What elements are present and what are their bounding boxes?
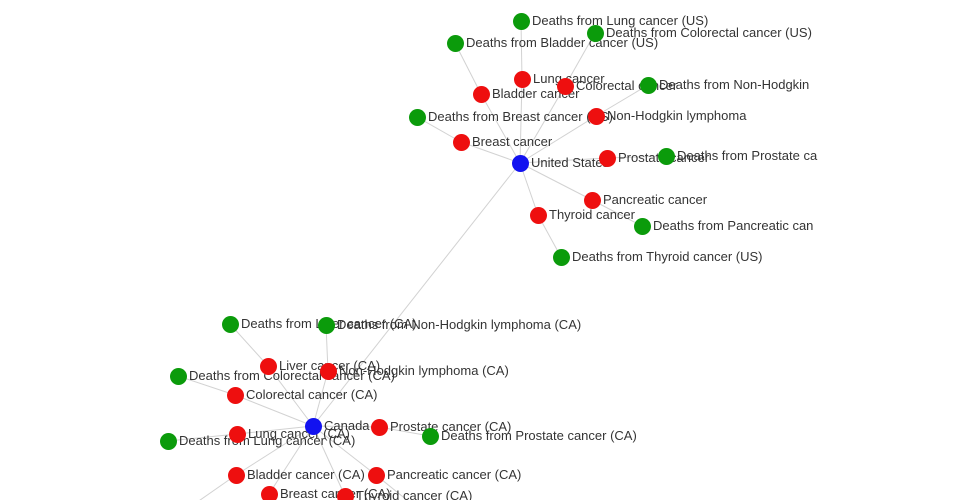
node-thyroid_ca[interactable] <box>336 487 354 500</box>
edge-us-thyroid_us <box>519 162 539 216</box>
node-pancreatic_ca[interactable] <box>367 466 385 484</box>
edge-bladder_us-d_bladder_us <box>454 42 482 95</box>
node-colorectal_us[interactable] <box>556 77 574 95</box>
node-liver_ca[interactable] <box>259 357 277 375</box>
node-bladder_ca[interactable] <box>227 466 245 484</box>
edge-liver_ca-d_liver_ca <box>229 323 269 367</box>
node-label-d_prostate_us: Deaths from Prostate ca <box>677 148 818 163</box>
node-label-breast_us: Breast cancer <box>472 134 553 149</box>
edge-us-prostate_us <box>519 157 608 164</box>
edge-us-ca <box>312 162 521 427</box>
node-d_liver_ca[interactable] <box>221 315 239 333</box>
edge-nh_us-d_nh_us <box>595 84 649 117</box>
node-lung_ca[interactable] <box>228 425 246 443</box>
node-nh_us[interactable] <box>587 107 605 125</box>
node-label-pancreatic_us: Pancreatic cancer <box>603 192 708 207</box>
node-label-lung_ca: Lung cancer (CA) <box>248 426 350 441</box>
node-label-d_breast_us: Deaths from Breast cancer (US) <box>428 109 613 124</box>
node-colorectal_ca[interactable] <box>226 386 244 404</box>
node-d_bladder_us[interactable] <box>446 34 464 52</box>
node-d_pancreatic_us[interactable] <box>633 217 651 235</box>
edge-lung_ca-d_lung_ca <box>167 433 238 442</box>
node-label-d_colorectal_ca: Deaths from Colorectal cancer (CA) <box>189 368 395 383</box>
edge-us-colorectal_us <box>519 85 566 164</box>
node-label-nh_ca: Non-Hodgkin lymphoma (CA) <box>339 363 509 378</box>
edge-pancreatic_us-d_pancreatic_us <box>591 199 643 227</box>
node-d_prostate_ca[interactable] <box>421 427 439 445</box>
node-d_colorectal_us[interactable] <box>586 24 604 42</box>
edge-ca-liver_ca <box>267 365 314 427</box>
edge-colorectal_us-d_colorectal_us <box>564 32 596 87</box>
edge-us-lung_us <box>519 78 523 164</box>
edge-pancreatic_ca-s_pancreatic_ca <box>375 474 408 500</box>
node-label-breast_ca: Breast cancer (CA) <box>280 486 391 500</box>
node-d_nh_ca[interactable] <box>317 316 335 334</box>
node-ca[interactable] <box>304 417 322 435</box>
edge-us-pancreatic_us <box>519 162 593 201</box>
node-label-d_lung_us: Deaths from Lung cancer (US) <box>532 13 709 28</box>
edge-ca-prostate_ca <box>312 425 380 428</box>
node-label-nh_us: Non-Hodgkin lymphoma <box>607 108 747 123</box>
node-prostate_ca[interactable] <box>370 418 388 436</box>
node-pancreatic_us[interactable] <box>583 191 601 209</box>
node-d_lung_ca[interactable] <box>159 432 177 450</box>
node-label-d_nh_us: Deaths from Non-Hodgkin <box>659 77 810 92</box>
edge-lung_us-d_lung_us <box>520 20 523 80</box>
node-label-d_lung_ca: Deaths from Lung cancer (CA) <box>179 433 356 448</box>
edge-ca-lung_ca <box>236 425 314 435</box>
node-d_colorectal_ca[interactable] <box>169 367 187 385</box>
node-nh_ca[interactable] <box>319 362 337 380</box>
node-thyroid_us[interactable] <box>529 206 547 224</box>
node-label-colorectal_us: Colorectal cancer <box>576 78 678 93</box>
node-label-thyroid_ca: Thyroid cancer (CA) <box>356 488 473 500</box>
node-d_thyroid_us[interactable] <box>552 248 570 266</box>
node-breast_us[interactable] <box>452 133 470 151</box>
edge-colorectal_ca-d_colorectal_ca <box>177 375 236 396</box>
node-label-d_prostate_ca: Deaths from Prostate cancer (CA) <box>441 428 637 443</box>
node-label-d_bladder_us: Deaths from Bladder cancer (US) <box>466 35 659 50</box>
edge-ca-nh_ca <box>312 370 329 427</box>
edge-ca-bladder_ca <box>235 425 314 476</box>
node-prostate_us[interactable] <box>598 149 616 167</box>
edge-us-breast_us <box>460 141 521 164</box>
node-d_prostate_us[interactable] <box>657 147 675 165</box>
node-label-d_thyroid_us: Deaths from Thyroid cancer (US) <box>572 249 763 264</box>
node-us[interactable] <box>511 154 529 172</box>
node-lung_us[interactable] <box>513 70 531 88</box>
edge-ca-breast_ca <box>268 425 314 495</box>
node-label-d_pancreatic_us: Deaths from Pancreatic can <box>653 218 814 233</box>
node-label-bladder_ca: Bladder cancer (CA) <box>247 467 365 482</box>
edge-ca-colorectal_ca <box>234 394 314 427</box>
edge-us-nh_us <box>519 115 597 164</box>
node-label-pancreatic_ca: Pancreatic cancer (CA) <box>387 467 522 482</box>
node-bladder_us[interactable] <box>472 85 490 103</box>
node-label-ca: Canada <box>324 418 370 433</box>
edge-prostate_us-d_prostate_us <box>606 155 667 159</box>
node-label-d_nh_ca: Deaths from Non-Hodgkin lymphoma (CA) <box>337 317 582 332</box>
node-breast_ca[interactable] <box>260 485 278 500</box>
edge-us-bladder_us <box>480 93 521 164</box>
node-label-d_colorectal_us: Deaths from Colorectal cancer (US) <box>606 25 812 40</box>
edge-ca-pancreatic_ca <box>312 425 377 476</box>
node-label-prostate_ca: Prostate cancer (CA) <box>390 419 512 434</box>
node-label-us: United States <box>531 155 610 170</box>
node-d_lung_us[interactable] <box>512 12 530 30</box>
edge-bladder_ca-s_bladder_ca <box>199 474 237 500</box>
node-label-colorectal_ca: Colorectal cancer (CA) <box>246 387 378 402</box>
node-label-thyroid_us: Thyroid cancer <box>549 207 635 222</box>
node-d_breast_us[interactable] <box>408 108 426 126</box>
edge-ca-thyroid_ca <box>312 425 346 497</box>
node-d_nh_us[interactable] <box>639 76 657 94</box>
